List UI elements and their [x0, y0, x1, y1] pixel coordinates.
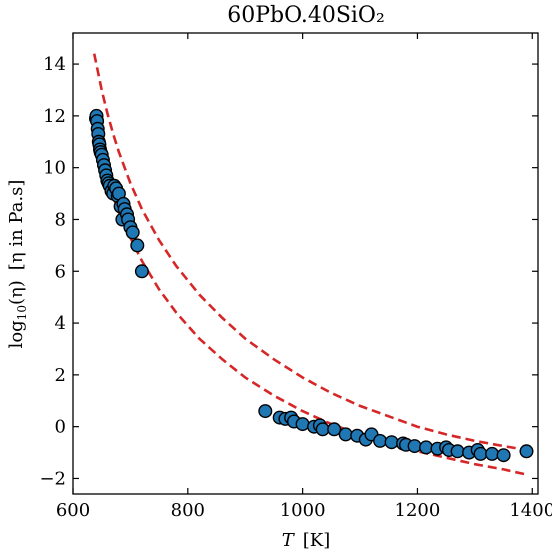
data-point [258, 404, 273, 419]
x-axis-var: T [282, 530, 296, 551]
data-point [315, 422, 330, 437]
data-point [338, 427, 353, 442]
data-point [384, 435, 399, 450]
x-tick-label: 1200 [395, 500, 441, 521]
data-point [419, 440, 434, 455]
y-axis-bracket: [η in Pa.s] [6, 180, 27, 271]
x-tick-label: 800 [171, 500, 205, 521]
x-axis-unit: [K] [303, 530, 331, 551]
plot-frame [72, 32, 539, 495]
y-tick-label: 2 [55, 365, 66, 386]
data-point [125, 225, 140, 240]
y-tick-label: 8 [55, 209, 66, 230]
axis-ticks: 600 800 1000 1200 1400 −2 0 2 4 6 8 10 12 14 [39, 33, 552, 521]
y-tick-label: 4 [55, 313, 66, 334]
fit-curve-fit-lower [92, 141, 527, 476]
y-axis-sub: 10 [15, 305, 29, 320]
y-axis-arg: (η) [6, 280, 27, 305]
x-tick-label: 600 [56, 500, 90, 521]
chart-title: 60PbO.40SiO₂ [227, 3, 385, 28]
data-point [134, 264, 149, 279]
data-point [373, 433, 388, 448]
data-point [295, 417, 310, 432]
plot-area [88, 53, 534, 476]
y-tick-label: 6 [55, 261, 66, 282]
y-tick-label: 10 [43, 158, 66, 179]
fit-curve-fit-upper [92, 53, 527, 452]
y-tick-label: 14 [43, 54, 66, 75]
x-tick-label: 1000 [280, 500, 326, 521]
data-point [473, 446, 488, 461]
y-tick-label: −2 [39, 468, 66, 489]
x-tick-label: 1400 [509, 500, 552, 521]
y-axis-label: log10(η) [η in Pa.s] [6, 180, 29, 349]
y-axis-prefix: log [6, 320, 27, 348]
y-tick-label: 0 [55, 417, 66, 438]
data-point [519, 444, 534, 459]
data-point [450, 444, 465, 459]
data-point [485, 446, 500, 461]
data-point [496, 448, 511, 463]
data-point [130, 238, 145, 253]
x-axis-label: T [K] [282, 530, 331, 551]
data-point [407, 439, 422, 454]
data-point [327, 422, 342, 437]
y-tick-label: 12 [43, 106, 66, 127]
